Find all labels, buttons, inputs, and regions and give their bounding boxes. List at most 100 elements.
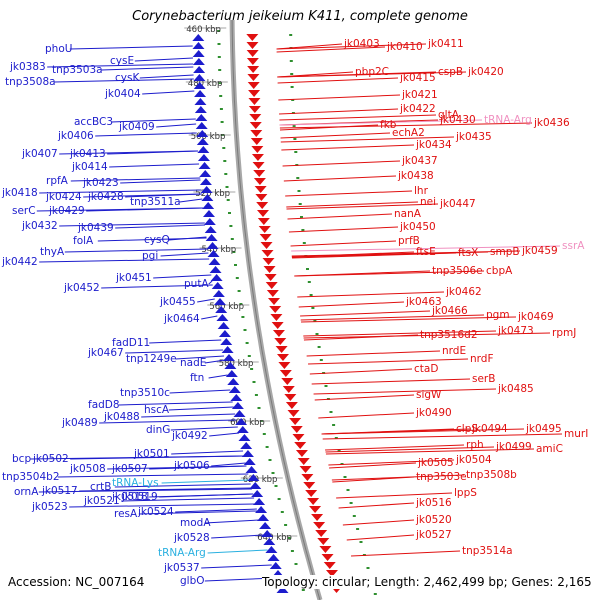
gene-arrow-forward — [235, 418, 248, 425]
gene-arrow-reverse — [263, 266, 276, 273]
leader-line — [153, 274, 212, 279]
leader-line — [101, 284, 213, 289]
leader-line — [297, 291, 445, 298]
gene-label-right: ssrA — [562, 240, 585, 252]
leader-line — [169, 389, 231, 394]
gene-label-left: tnp3510c — [120, 387, 170, 399]
leader-line — [208, 374, 228, 379]
gene-arrow-reverse — [294, 442, 307, 449]
leader-line — [279, 119, 483, 126]
gene-label-right: ftsE — [416, 246, 436, 258]
gene-arrow-forward — [269, 562, 282, 569]
gene-arrow-forward — [245, 466, 258, 473]
gene-label-right: tnp3516d2 — [420, 329, 478, 341]
left-gene-labels: phoU jk0383 tnp3503a cysE cysK tnp3508a jk0404… — [1, 43, 211, 587]
gene-arrow-reverse — [246, 50, 259, 57]
gene-label-left: fadD8 — [88, 399, 120, 411]
gene-arrow-reverse — [301, 474, 314, 481]
gene-arrow-reverse — [258, 226, 271, 233]
tick-outer — [315, 333, 319, 335]
leader-line — [149, 339, 222, 344]
tick-inner — [284, 524, 288, 526]
gene-arrow-reverse — [287, 410, 300, 417]
leader-line — [336, 492, 453, 499]
topology-caption: Topology: circular; Length: 2,462,499 bp… — [262, 575, 592, 589]
gene-arrow-forward — [200, 186, 213, 193]
gene-label-left: glbO — [180, 575, 205, 587]
tick-outer — [349, 502, 353, 504]
gene-arrow-reverse — [303, 482, 316, 489]
tick-outer — [294, 151, 298, 153]
leader-line — [175, 355, 225, 360]
left-strand-features — [192, 34, 289, 593]
gene-label-left: jk0409 — [118, 121, 155, 133]
gene-arrow-forward — [267, 554, 280, 561]
gene-label-left: tnp3504b2 — [2, 471, 60, 483]
gene-arrow-reverse — [259, 234, 272, 241]
leader-line — [291, 250, 521, 257]
gene-label-right: jk0415 — [399, 72, 436, 84]
tick-inner — [245, 342, 249, 344]
gene-arrow-forward — [208, 258, 221, 265]
gene-label-right: tnp3503e — [416, 471, 467, 483]
gene-arrow-reverse — [279, 370, 292, 377]
gene-label-left: crtB — [90, 481, 111, 493]
gene-arrow-forward — [221, 346, 234, 353]
tick-inner — [241, 316, 245, 318]
gene-arrow-forward — [204, 226, 217, 233]
gene-label-left: tnp3511a — [130, 196, 181, 208]
backbone-arc — [229, 19, 323, 600]
leader-line — [290, 240, 397, 247]
gene-label-left: accBC3 — [74, 116, 113, 128]
gene-arrow-reverse — [299, 466, 312, 473]
gene-arrow-reverse — [270, 314, 283, 321]
leader-line — [171, 450, 244, 455]
gene-label-left: jk0528 — [173, 532, 210, 544]
gene-label-left: jk0451 — [115, 272, 152, 284]
gene-label-left: tnp3503a — [52, 64, 103, 76]
tick-inner — [301, 589, 305, 591]
tick-inner — [252, 381, 256, 383]
leader-line — [300, 314, 485, 321]
gene-arrow-reverse — [254, 186, 267, 193]
gene-arrow-forward — [253, 498, 266, 505]
gene-label-right: jk0403 — [343, 38, 380, 50]
gene-arrow-forward — [257, 514, 270, 521]
gene-arrow-forward — [249, 482, 262, 489]
gene-label-right: smpB — [490, 246, 520, 258]
leader-line — [281, 144, 415, 151]
gene-label-left: jk0414 — [71, 161, 108, 173]
gene-arrow-forward — [193, 66, 206, 73]
leader-line — [325, 446, 495, 453]
gene-label-left: jk0429 — [48, 205, 85, 217]
leader-line — [121, 497, 255, 502]
gene-label-left: phoU — [45, 43, 72, 55]
leader-line — [285, 190, 413, 197]
gene-arrow-reverse — [307, 498, 320, 505]
tick-inner — [225, 186, 229, 188]
gene-arrow-forward — [196, 130, 209, 137]
tick-inner — [230, 238, 234, 240]
tick-inner — [228, 212, 231, 214]
tick-outer — [307, 281, 311, 283]
tick-inner — [232, 251, 236, 253]
leader-line — [118, 401, 233, 406]
gene-arrow-reverse — [249, 114, 262, 121]
tick-outer — [289, 34, 293, 36]
gene-arrow-reverse — [247, 74, 260, 81]
gene-label-right: tRNA-Arg — [484, 114, 532, 126]
leader-line — [286, 201, 419, 208]
tick-inner — [287, 537, 291, 539]
gene-arrow-reverse — [284, 394, 297, 401]
gene-arrow-reverse — [246, 58, 259, 65]
leader-line — [70, 177, 201, 182]
gene-label-right: jk0499 — [495, 441, 532, 453]
tick-outer — [337, 450, 341, 452]
gene-label-right: cspB — [438, 66, 463, 78]
gene-arrow-reverse — [266, 290, 279, 297]
ruler-label: 560 kbp — [209, 302, 244, 312]
tick-outer — [324, 385, 328, 387]
gene-arrow-reverse — [282, 386, 295, 393]
gene-label-left: jk0418 — [1, 187, 38, 199]
